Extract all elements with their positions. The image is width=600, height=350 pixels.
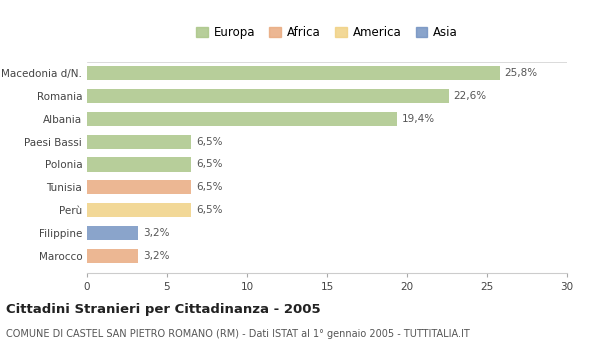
Bar — [87, 158, 191, 172]
Text: 3,2%: 3,2% — [143, 228, 170, 238]
Bar — [87, 249, 138, 263]
Bar — [87, 226, 138, 240]
Text: 6,5%: 6,5% — [196, 160, 223, 169]
Text: 19,4%: 19,4% — [402, 114, 436, 124]
Legend: Europa, Africa, America, Asia: Europa, Africa, America, Asia — [194, 24, 460, 41]
Text: 6,5%: 6,5% — [196, 205, 223, 215]
Bar — [87, 66, 500, 80]
Text: 22,6%: 22,6% — [454, 91, 487, 101]
Text: 25,8%: 25,8% — [505, 68, 538, 78]
Bar — [87, 89, 449, 103]
Bar — [87, 134, 191, 149]
Text: 6,5%: 6,5% — [196, 136, 223, 147]
Text: Cittadini Stranieri per Cittadinanza - 2005: Cittadini Stranieri per Cittadinanza - 2… — [6, 303, 320, 316]
Text: 3,2%: 3,2% — [143, 251, 170, 261]
Text: COMUNE DI CASTEL SAN PIETRO ROMANO (RM) - Dati ISTAT al 1° gennaio 2005 - TUTTIT: COMUNE DI CASTEL SAN PIETRO ROMANO (RM) … — [6, 329, 470, 339]
Bar — [87, 112, 397, 126]
Bar — [87, 203, 191, 217]
Text: 6,5%: 6,5% — [196, 182, 223, 192]
Bar — [87, 180, 191, 195]
